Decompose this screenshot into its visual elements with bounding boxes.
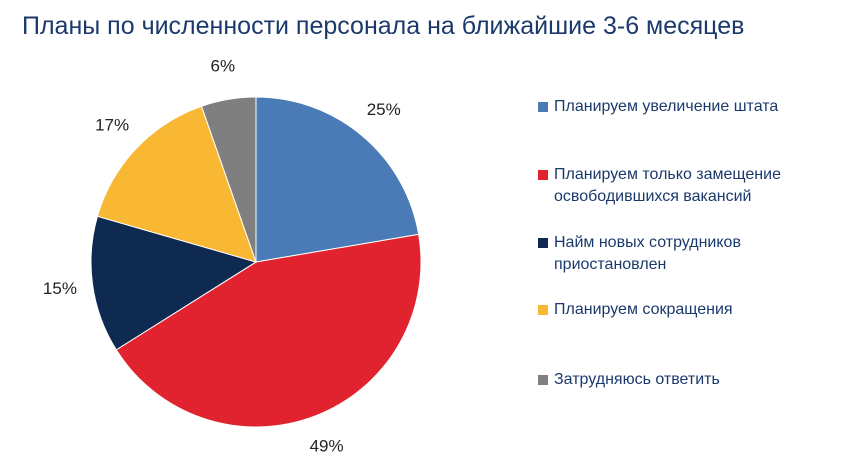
legend-label: Затрудняюсь ответить	[554, 371, 720, 388]
data-label: 25%	[367, 100, 401, 119]
legend-label: Планируем только замещение освободившихс…	[554, 166, 781, 205]
legend-entry: Найм новых сотрудников приостановлен	[538, 232, 844, 276]
legend-swatch	[538, 305, 548, 315]
legend-label: Планируем увеличение штата	[554, 98, 779, 115]
pie-slice	[115, 233, 422, 428]
legend-swatch	[538, 238, 548, 248]
pie-slice	[255, 96, 420, 263]
legend-label: Найм новых сотрудников приостановлен	[554, 234, 741, 273]
pie-slice	[90, 215, 258, 351]
legend-swatch	[538, 102, 548, 112]
data-label: 49%	[310, 436, 344, 455]
legend-entry: Планируем сокращения	[538, 299, 844, 321]
legend-entry: Затрудняюсь ответить	[538, 369, 844, 391]
legend-swatch	[538, 170, 548, 180]
pie-slice	[200, 96, 257, 263]
data-label: 17%	[95, 115, 129, 134]
legend-entry: Планируем увеличение штата	[538, 96, 844, 118]
data-label: 6%	[211, 56, 236, 75]
legend-swatch	[538, 375, 548, 385]
data-label: 15%	[43, 279, 77, 298]
legend-entry: Планируем только замещение освободившихс…	[538, 164, 844, 208]
legend-label: Планируем сокращения	[554, 301, 733, 318]
pie-slice	[96, 105, 257, 263]
chart-title: Планы по численности персонала на ближай…	[22, 12, 745, 40]
